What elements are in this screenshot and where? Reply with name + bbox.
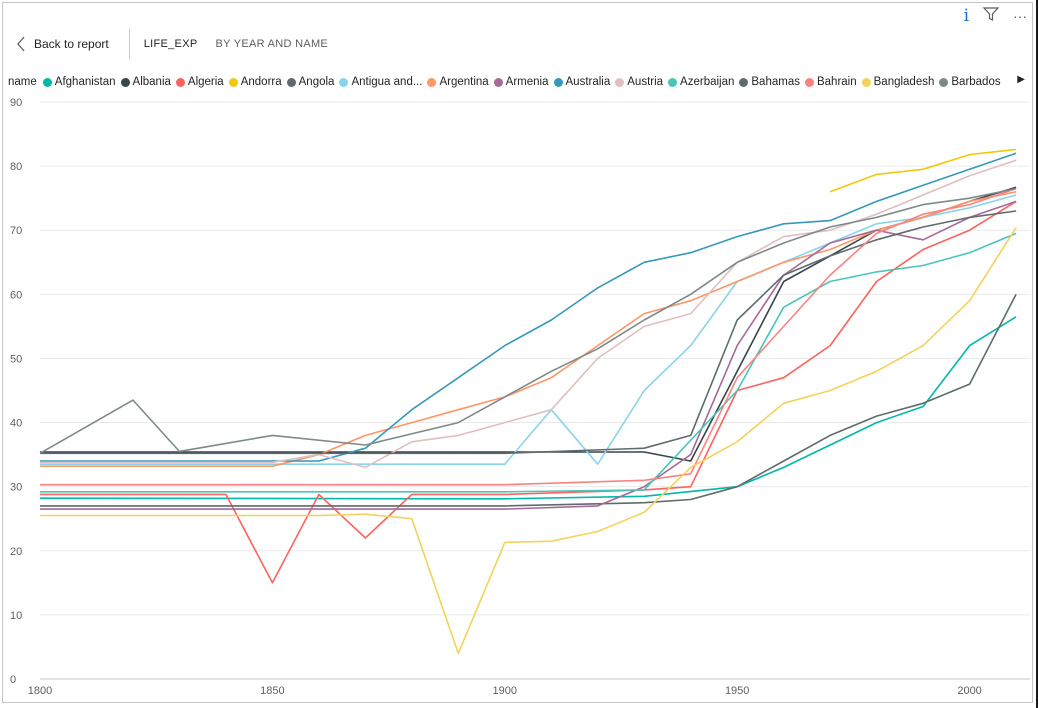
legend-item[interactable]: Australia [553,76,611,88]
legend-label: Austria [627,76,664,88]
x-tick-label: 1900 [493,685,517,697]
legend-item[interactable]: Bahrain [804,76,857,88]
series-line[interactable] [40,187,1017,486]
legend-marker [120,77,130,87]
legend-next-arrow-icon[interactable]: ▶ [1013,74,1025,85]
legend-label: Afghanistan [54,76,116,88]
legend-item[interactable]: Angola [286,76,335,88]
legend-item[interactable]: Bangladesh [861,76,935,88]
series-line[interactable] [40,191,1017,468]
back-to-report-button[interactable]: Back to report [16,36,129,52]
series-line[interactable] [40,159,1017,469]
series-line[interactable] [40,200,1017,510]
chevron-left-icon [17,36,25,52]
x-tick-label: 1800 [28,685,52,697]
legend-item[interactable]: Azerbaijan [668,76,734,88]
series-line[interactable] [40,152,1017,462]
legend-item[interactable]: Algeria [175,76,224,88]
filter-icon[interactable] [982,7,1000,25]
x-tick-label: 1850 [260,685,284,697]
legend-marker [286,77,296,87]
legend-marker [228,77,238,87]
visual-subtitle: BY YEAR AND NAME [215,38,329,50]
legend-label: Bangladesh [873,76,935,88]
legend-label: Angola [298,76,335,88]
window-edge [1036,0,1038,708]
y-tick-label: 30 [10,482,22,494]
y-tick-label: 10 [10,610,22,622]
series-line[interactable] [40,227,1017,655]
legend-item[interactable]: Andorra [228,76,282,88]
legend-label: Azerbaijan [680,76,735,88]
series-line[interactable] [40,194,1017,466]
legend-label: Barbados [951,76,1001,88]
legend-label: Armenia [505,76,549,88]
visual-title: LIFE_EXP [143,38,198,50]
legend-marker [427,77,437,87]
legend-label: Albania [132,76,171,88]
legend-item[interactable]: Antigua and... [339,76,422,88]
series-line[interactable] [40,232,1017,493]
y-tick-label: 40 [10,418,22,430]
series-line[interactable] [39,316,1017,500]
legend-marker [553,77,563,87]
legend-label: Bahamas [751,76,800,88]
legend-label: Bahrain [816,76,857,88]
y-tick-label: 20 [10,546,22,558]
focus-mode-bar: Back to report LIFE_EXP BY YEAR AND NAME [16,28,328,60]
legend-marker [339,77,349,87]
legend-label: Argentina [439,76,489,88]
legend-marker [861,77,871,87]
topbar-separator [128,29,130,59]
legend-marker [939,77,949,87]
legend-item[interactable]: Afghanistan [42,76,116,88]
legend-marker [668,77,678,87]
legend-title: name [8,76,37,88]
legend-label: Australia [565,76,611,88]
x-tick-label: 1950 [725,685,749,697]
legend-item[interactable]: Armenia [493,76,549,88]
info-icon[interactable]: i [963,6,969,26]
legend-item[interactable]: Barbados [939,76,1001,88]
y-tick-label: 60 [10,289,22,301]
series-line[interactable] [40,186,1017,462]
legend-marker [42,77,52,87]
more-options-icon[interactable]: ··· [1013,8,1027,24]
legend-marker [493,77,503,87]
series-line[interactable] [40,210,1017,455]
legend-label: Antigua and... [351,76,423,88]
chart-legend: name Afghanistan Albania Algeria Andorra Ang… [8,74,1025,90]
legend-item[interactable]: Argentina [427,76,489,88]
visual-header: i ··· [964,7,1027,25]
y-tick-label: 0 [10,674,16,686]
y-tick-label: 80 [10,161,22,173]
legend-marker [175,77,185,87]
legend-marker [615,77,625,87]
legend-marker [739,77,749,87]
legend-label: Algeria [187,76,224,88]
x-tick-label: 2000 [957,685,981,697]
y-tick-label: 70 [10,225,22,237]
legend-item[interactable]: Albania [120,76,171,88]
legend-label: Andorra [240,76,282,88]
back-to-report-label: Back to report [34,37,109,51]
legend-item[interactable]: Austria [615,76,663,88]
series-line[interactable] [829,148,1017,193]
y-tick-label: 50 [10,353,22,365]
series-line[interactable] [40,200,1017,584]
legend-item[interactable]: Bahamas [739,76,800,88]
legend-marker [804,77,814,87]
series-line[interactable] [39,187,1017,454]
y-tick-label: 90 [10,97,22,109]
series-line[interactable] [40,293,1017,507]
